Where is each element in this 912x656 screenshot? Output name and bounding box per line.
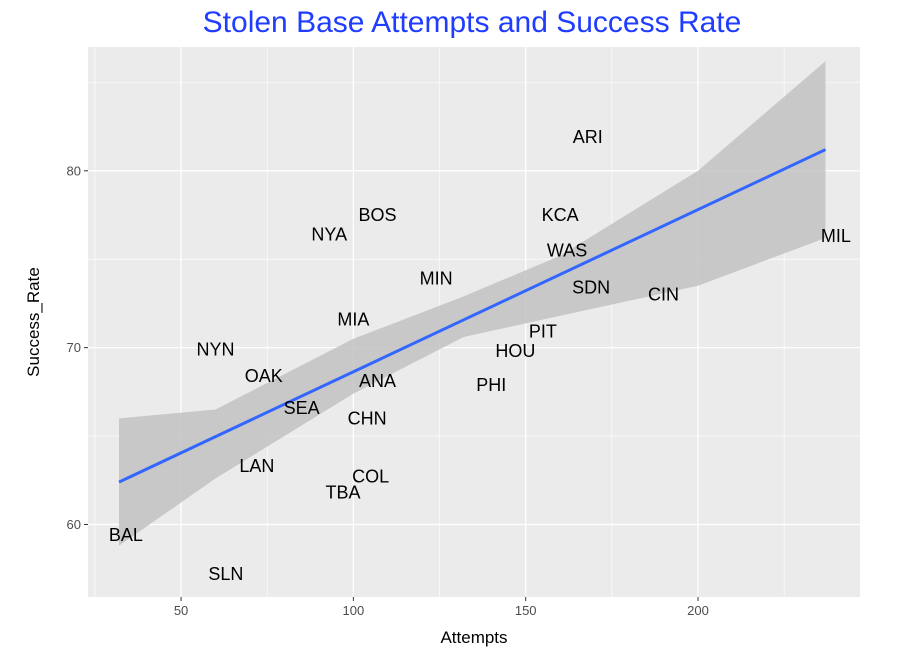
point-label-oak: OAK xyxy=(245,366,283,386)
x-tick-label: 200 xyxy=(687,603,709,618)
point-label-pit: PIT xyxy=(529,322,557,342)
point-label-nyn: NYN xyxy=(197,339,235,359)
point-label-chn: CHN xyxy=(348,408,387,428)
point-label-hou: HOU xyxy=(495,341,535,361)
x-tick-label: 100 xyxy=(343,603,365,618)
fit-line-layer xyxy=(118,148,827,484)
point-label-ana: ANA xyxy=(359,371,396,391)
confidence-band xyxy=(119,61,826,546)
point-label-cin: CIN xyxy=(648,285,679,305)
point-label-ari: ARI xyxy=(573,127,603,147)
point-label-bal: BAL xyxy=(109,525,143,545)
point-label-tba: TBA xyxy=(326,483,361,503)
y-tick-label: 60 xyxy=(67,517,81,532)
point-label-min: MIN xyxy=(420,269,453,289)
point-label-was: WAS xyxy=(547,240,587,260)
x-axis-title: Attempts xyxy=(440,628,507,647)
point-label-sdn: SDN xyxy=(572,278,610,298)
x-tick-label: 150 xyxy=(515,603,537,618)
point-label-lan: LAN xyxy=(239,456,274,476)
point-label-nya: NYA xyxy=(311,224,347,244)
point-label-kca: KCA xyxy=(542,205,579,225)
point-label-bos: BOS xyxy=(358,205,396,225)
y-tick-label: 70 xyxy=(67,340,81,355)
regression-line xyxy=(118,148,827,484)
chart-title: Stolen Base Attempts and Success Rate xyxy=(203,6,742,39)
y-tick-label: 80 xyxy=(67,163,81,178)
axes-layer: 50 100 150 200 60 70 80 xyxy=(67,163,709,618)
point-label-mil: MIL xyxy=(821,226,851,246)
point-label-phi: PHI xyxy=(476,375,506,395)
point-label-col: COL xyxy=(352,467,389,487)
point-label-sln: SLN xyxy=(208,564,243,584)
x-tick-label: 50 xyxy=(174,603,188,618)
y-axis-title: Success_Rate xyxy=(24,267,43,377)
point-label-mia: MIA xyxy=(337,309,369,329)
point-label-sea: SEA xyxy=(284,398,320,418)
confidence-band-layer xyxy=(119,61,826,546)
